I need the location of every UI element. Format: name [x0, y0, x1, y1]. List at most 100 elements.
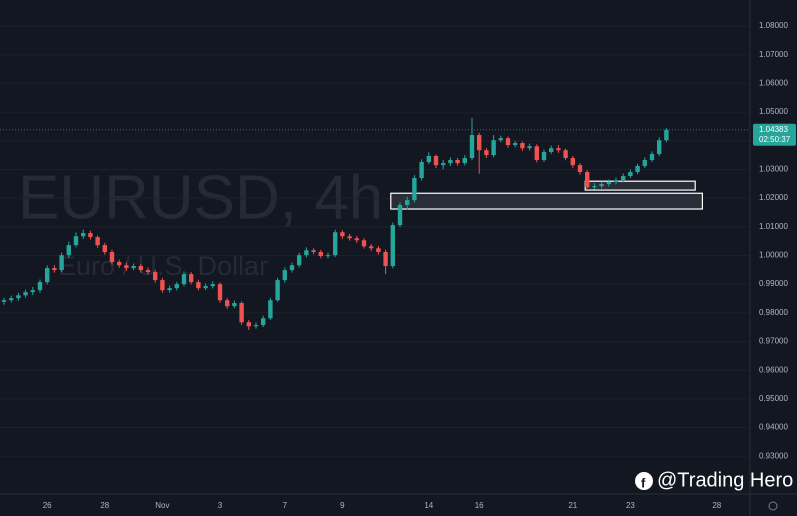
- candle-body: [59, 255, 64, 271]
- candle-body: [282, 270, 287, 281]
- candle-body: [477, 135, 482, 151]
- x-tick-label: 28: [712, 501, 721, 510]
- axes: 0.93000 0.94000 0.95000 0.96000 0.97000 0.980…: [43, 21, 796, 510]
- candle-body: [167, 288, 172, 291]
- zone: [390, 192, 703, 210]
- candle-body: [340, 232, 345, 237]
- candle-body: [549, 148, 554, 152]
- x-tick-label: 26: [43, 501, 52, 510]
- candle-body: [45, 268, 50, 283]
- candle-body: [88, 233, 93, 238]
- candle-body: [563, 150, 568, 158]
- candle-body: [16, 295, 21, 299]
- candle-body: [599, 184, 604, 187]
- zones: [390, 180, 703, 210]
- y-tick-label: 1.06000: [759, 79, 788, 88]
- candle-body: [657, 140, 662, 154]
- candle-body: [81, 233, 86, 237]
- y-tick-label: 1.05000: [759, 107, 788, 116]
- candle-body: [275, 280, 280, 301]
- candle-body: [570, 157, 575, 166]
- candle-body: [426, 155, 431, 162]
- candle-body: [232, 303, 237, 307]
- settings-icon[interactable]: [768, 501, 778, 511]
- candle-body: [9, 298, 14, 301]
- candle-body: [304, 250, 309, 256]
- y-tick-label: 0.95000: [759, 394, 788, 403]
- candle-body: [297, 255, 302, 266]
- candle-body: [311, 250, 316, 253]
- brand-name: @Trading Hero: [657, 469, 793, 491]
- candle-body: [196, 282, 201, 289]
- y-tick-label: 0.94000: [759, 423, 788, 432]
- candle-body: [73, 236, 79, 246]
- candle-body: [369, 246, 374, 249]
- candle-body: [217, 284, 223, 301]
- x-tick-label: 7: [283, 501, 288, 510]
- y-tick-label: 1.01000: [759, 222, 788, 231]
- candle-body: [448, 159, 453, 164]
- candle-body: [520, 143, 525, 149]
- candle-body: [318, 252, 323, 257]
- brand: f @Trading Hero: [635, 469, 793, 491]
- candle-body: [484, 150, 489, 156]
- y-tick-label: 0.96000: [759, 365, 788, 374]
- candle-body: [160, 280, 165, 291]
- candle-body: [354, 238, 359, 241]
- candle-body: [513, 143, 518, 146]
- candle-body: [405, 200, 410, 205]
- candle-body: [289, 265, 295, 271]
- candle-body: [23, 292, 28, 296]
- y-tick-label: 0.99000: [759, 279, 788, 288]
- candle-body: [246, 322, 251, 327]
- candle-body: [30, 290, 35, 293]
- brand-icon: [635, 472, 653, 490]
- candle-body: [585, 172, 590, 188]
- candle-body: [541, 151, 547, 160]
- candle-body: [491, 140, 496, 156]
- candle-body: [577, 165, 583, 173]
- last-price-label: 1.04383: [759, 125, 788, 134]
- x-tick-label: 21: [568, 501, 577, 510]
- candle-body: [397, 204, 403, 226]
- candle-body: [505, 138, 511, 146]
- candle-body: [253, 325, 259, 327]
- candle-body: [498, 138, 503, 141]
- candle-body: [441, 163, 446, 166]
- candle-body: [347, 236, 352, 239]
- x-tick-label: 23: [626, 501, 635, 510]
- candle-body: [174, 284, 179, 289]
- candle-body: [203, 286, 208, 289]
- candle-body: [621, 176, 626, 181]
- candle-body: [376, 248, 381, 253]
- y-tick-label: 0.98000: [759, 308, 788, 317]
- watermark-description: Euro / U.S. Dollar: [58, 251, 268, 281]
- countdown: 02:50:37: [759, 135, 791, 144]
- candle-body: [268, 300, 273, 319]
- candle-body: [390, 225, 395, 267]
- candle-body: [333, 232, 338, 256]
- candle-body: [117, 262, 122, 266]
- candle-body: [527, 146, 532, 149]
- candle-body: [462, 157, 467, 164]
- x-tick-label: Nov: [155, 501, 169, 510]
- candle-body: [124, 265, 129, 269]
- candle-body: [325, 255, 331, 257]
- candle-body: [66, 245, 71, 256]
- candle-body: [261, 318, 266, 326]
- grid: [0, 25, 750, 457]
- candle-body: [102, 245, 107, 253]
- last-price-badge: [753, 123, 796, 146]
- candle-body: [361, 240, 367, 247]
- x-tick-label: 14: [424, 501, 433, 510]
- candle-body: [556, 148, 561, 151]
- x-tick-label: 28: [100, 501, 109, 510]
- candle-body: [225, 300, 230, 307]
- candle-body: [664, 129, 669, 141]
- candle-body: [153, 272, 158, 281]
- candle-body: [189, 274, 194, 283]
- candle-body: [606, 182, 611, 185]
- candle-body: [613, 180, 619, 183]
